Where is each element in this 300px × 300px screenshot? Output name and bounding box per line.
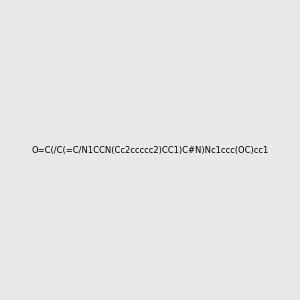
Text: O=C(/C(=C/N1CCN(Cc2ccccc2)CC1)C#N)Nc1ccc(OC)cc1: O=C(/C(=C/N1CCN(Cc2ccccc2)CC1)C#N)Nc1ccc…: [32, 146, 268, 154]
